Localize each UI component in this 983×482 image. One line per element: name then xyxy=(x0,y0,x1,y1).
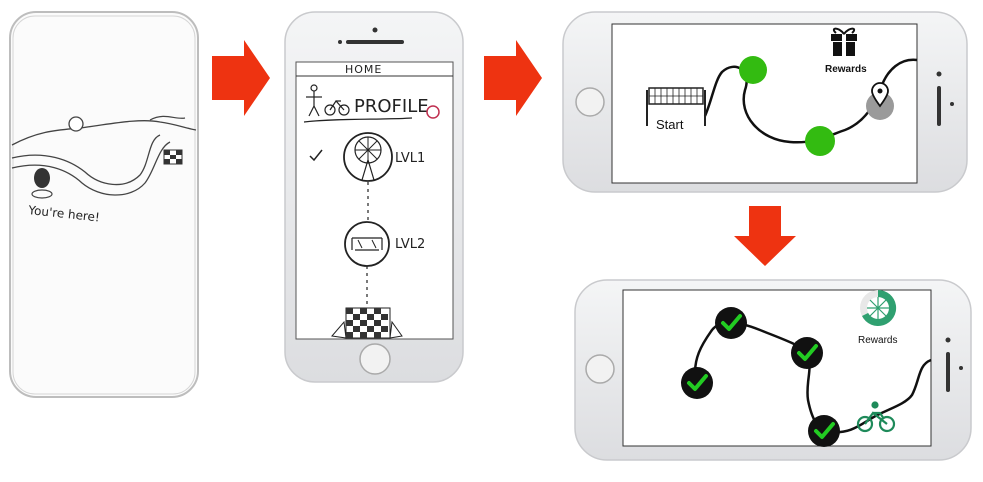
rewards-wheel-icon[interactable] xyxy=(860,289,897,326)
completed-level-2[interactable] xyxy=(715,307,747,339)
wireframe-start-label: Start xyxy=(656,117,684,132)
done-check-icon xyxy=(309,149,323,162)
start-net-icon xyxy=(646,87,706,126)
check-icon xyxy=(797,344,818,361)
final-rewards-label[interactable]: Rewards xyxy=(858,335,897,346)
arrow-down xyxy=(734,206,796,266)
bicycle-icon xyxy=(856,401,896,433)
profile-doodle-icon xyxy=(306,84,350,117)
arrow-right-2 xyxy=(484,40,542,116)
check-icon xyxy=(814,422,835,439)
completed-level-4[interactable] xyxy=(808,415,840,447)
final-screen: Rewards xyxy=(681,289,932,447)
paper-profile-label: PROFILE xyxy=(354,96,429,117)
wireframe-screen: Start Rewards xyxy=(646,27,918,156)
paper-level-1-label: LVL1 xyxy=(395,151,425,166)
wireframe-level-node-1[interactable] xyxy=(739,56,767,84)
paper-finish-flag-icon xyxy=(331,307,403,339)
wireframe-level-node-2[interactable] xyxy=(805,126,835,156)
sketch-pin-icon xyxy=(31,168,53,199)
paper-prototype-screen: HOME PROFILE LVL1 LVL2 xyxy=(296,63,453,339)
sketch-phone: You're here! xyxy=(9,11,199,398)
check-icon xyxy=(721,314,742,331)
paper-level-2 xyxy=(344,221,390,267)
landscape-phone-wireframe xyxy=(562,11,968,193)
current-location-pin-icon xyxy=(871,82,889,108)
completed-level-3[interactable] xyxy=(791,337,823,369)
paper-level-2-label: LVL2 xyxy=(395,237,425,252)
sketch-finish-flag-icon xyxy=(163,149,183,165)
gift-icon[interactable] xyxy=(831,27,857,56)
completed-level-1[interactable] xyxy=(681,367,713,399)
landscape-phone-final xyxy=(574,279,972,461)
info-doodle-icon xyxy=(426,105,440,119)
arrow-right-1 xyxy=(212,40,270,116)
check-icon xyxy=(687,374,708,391)
paper-home-header: HOME xyxy=(345,63,382,76)
wireframe-rewards-label[interactable]: Rewards xyxy=(825,64,867,75)
paper-level-1 xyxy=(343,132,393,182)
